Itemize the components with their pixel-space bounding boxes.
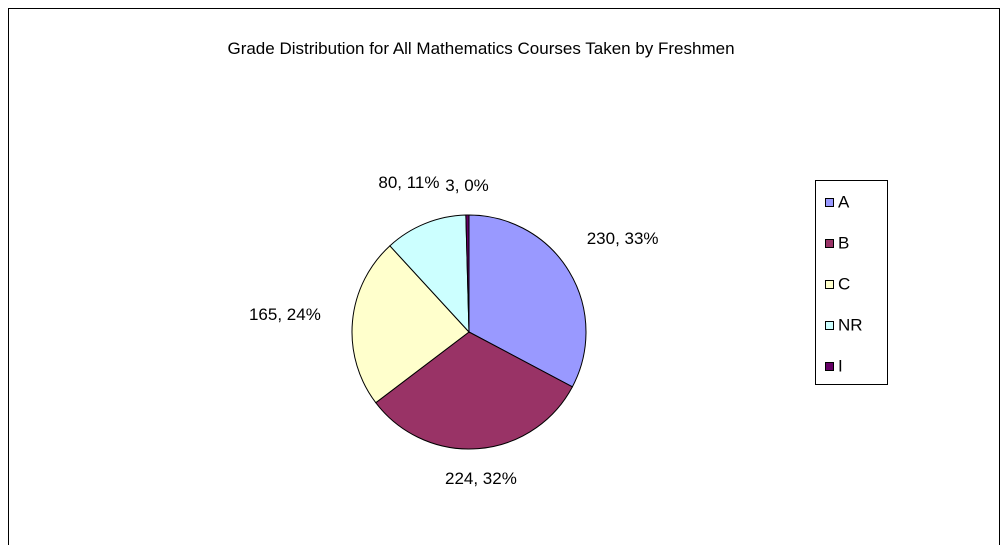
- data-label: 80, 11%: [378, 173, 439, 192]
- chart-title: Grade Distribution for All Mathematics C…: [227, 39, 735, 58]
- pie-slice: [465, 214, 470, 333]
- legend-swatch: [825, 321, 834, 330]
- legend-label: C: [838, 274, 850, 293]
- data-label: 224, 32%: [445, 469, 517, 488]
- pie-slice: [351, 245, 470, 404]
- legend-swatch: [825, 280, 834, 289]
- legend-label: I: [838, 356, 843, 375]
- legend-swatch: [825, 198, 834, 207]
- legend-label: NR: [838, 315, 863, 334]
- pie-slice: [468, 214, 587, 388]
- data-label: 165, 24%: [249, 305, 321, 324]
- legend-swatch: [825, 239, 834, 248]
- legend-swatch: [825, 362, 834, 371]
- legend-label: B: [838, 233, 849, 252]
- data-label: 230, 33%: [587, 229, 659, 248]
- pie-slice: [389, 214, 470, 334]
- legend-label: A: [838, 192, 850, 211]
- data-label: 3, 0%: [445, 176, 488, 195]
- pie-slice: [375, 331, 574, 450]
